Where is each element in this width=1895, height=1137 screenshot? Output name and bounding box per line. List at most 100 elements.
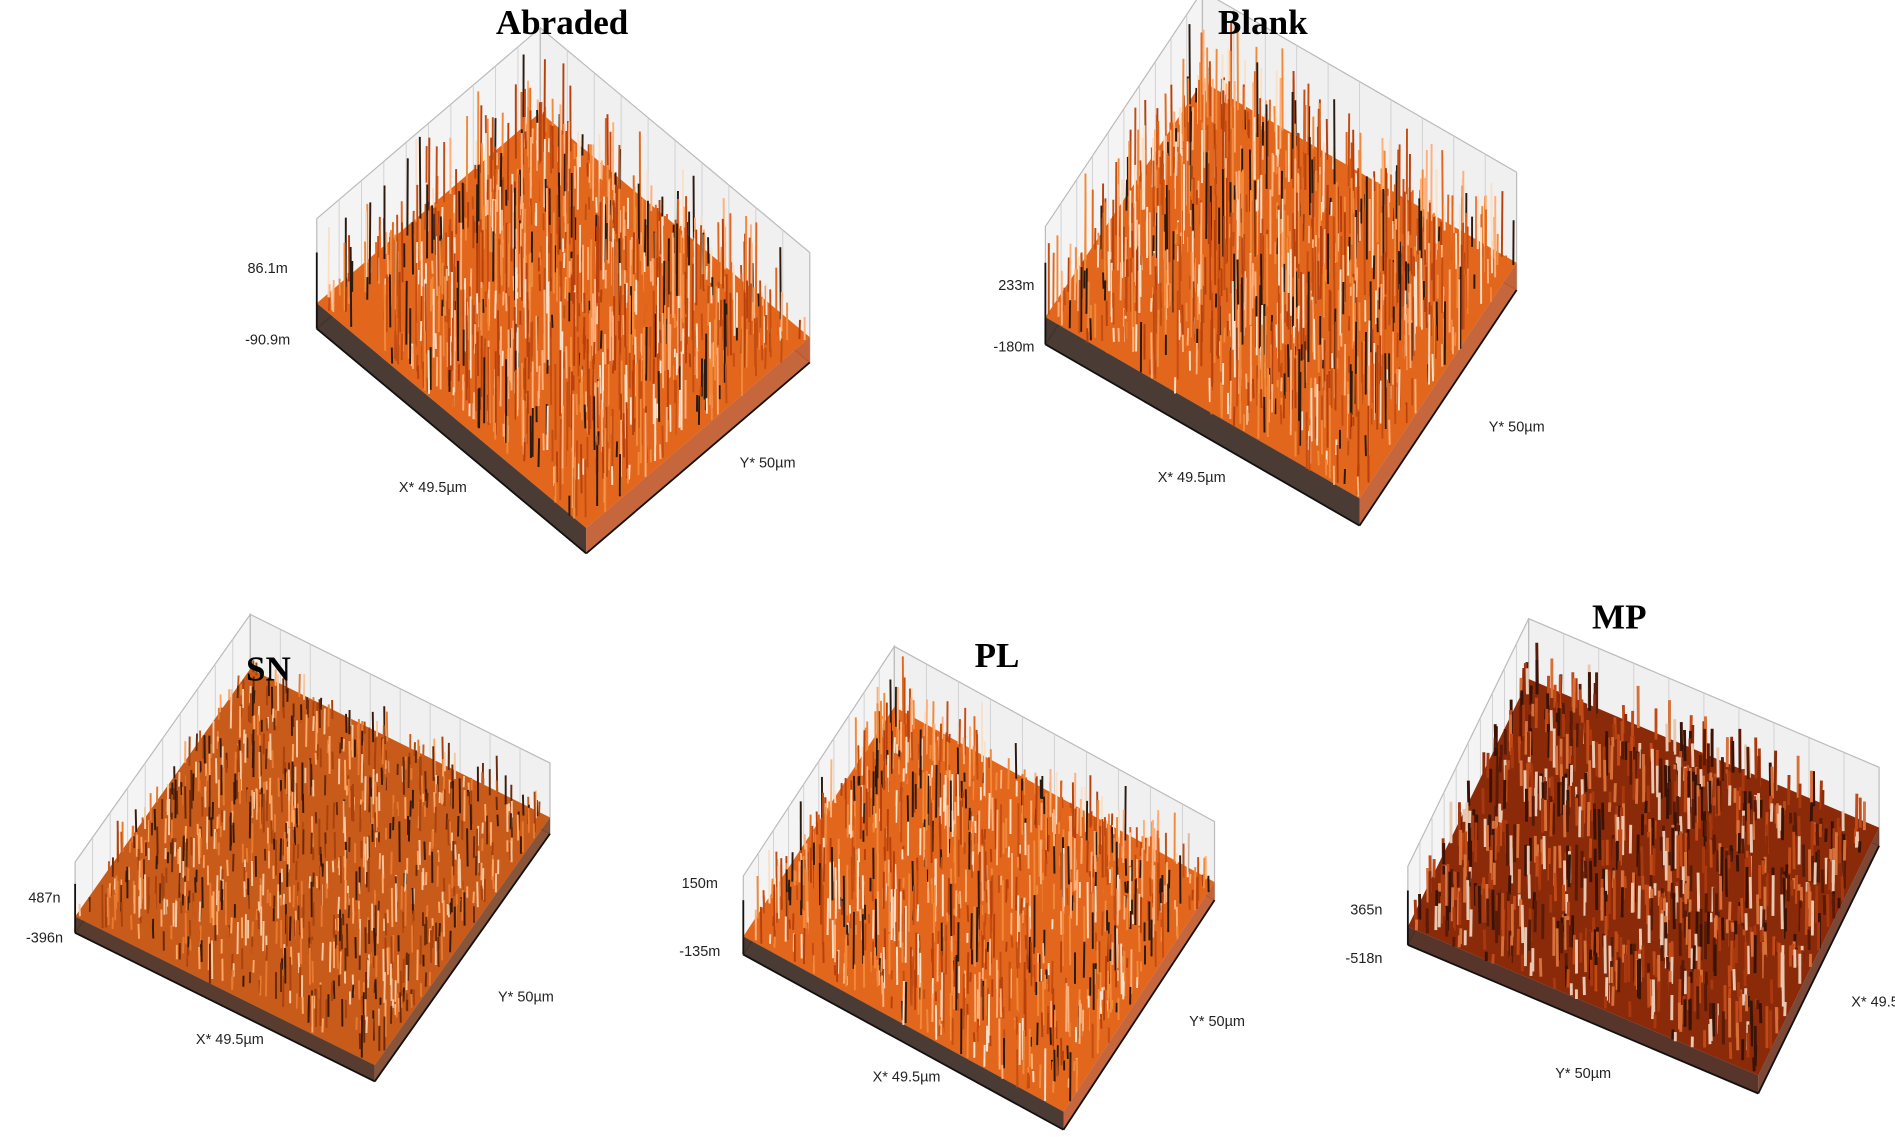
surface-spike [1252, 141, 1255, 180]
surface-spike [876, 703, 879, 759]
surface-spike [521, 202, 524, 229]
surface-spike [1364, 435, 1367, 457]
surface-spike [384, 912, 388, 936]
surface-spike [1015, 876, 1018, 911]
panel-title: Abraded [496, 3, 629, 42]
surface-spike [1400, 274, 1403, 319]
surface-spike [113, 894, 117, 921]
surface-spike [946, 912, 949, 922]
surface-spike [1793, 812, 1798, 836]
surface-spike [1441, 150, 1444, 225]
surface-spike [374, 737, 377, 758]
surface-spike [507, 243, 511, 288]
surface-spike [319, 866, 323, 907]
surface-base [75, 668, 550, 1066]
surface-spike [431, 188, 435, 208]
surface-spike [911, 861, 915, 892]
surface-spike [661, 425, 664, 458]
surface-spike [1580, 699, 1584, 724]
surface-spike [1220, 104, 1223, 130]
surface-spike [560, 331, 564, 414]
surface-spike [757, 293, 761, 307]
surface-spike [375, 781, 379, 797]
surface-spike [545, 188, 549, 243]
surface-spike [318, 929, 322, 942]
surface-spike [1193, 867, 1197, 911]
surface-spike [595, 197, 598, 213]
surface-spike [358, 882, 361, 894]
surface-spike [337, 896, 340, 915]
surface-spike [1431, 353, 1435, 382]
surface-spike [657, 370, 661, 422]
surface-spike [1151, 819, 1155, 880]
surface-spike [570, 371, 574, 447]
surface-spike [931, 701, 935, 762]
surface-spike [1010, 936, 1014, 948]
surface-spike [915, 744, 919, 785]
surface-spike [1348, 315, 1351, 331]
surface-spike [1063, 934, 1066, 990]
surface-spike [147, 877, 150, 914]
surface-spike [1037, 825, 1041, 877]
surface-spike [499, 326, 502, 407]
z-max-label: 487n [28, 891, 60, 907]
surface-spike [966, 952, 970, 994]
surface-spike [1510, 755, 1514, 769]
surface-spike [699, 225, 703, 290]
surface-spike [232, 853, 235, 872]
surface-spike [850, 857, 854, 900]
panel-title: PL [975, 636, 1020, 675]
axis-line [1062, 899, 1216, 1131]
surface-spike [586, 162, 589, 177]
surface-spike [1220, 385, 1224, 419]
surface-spike [719, 246, 723, 285]
surface-spike [679, 226, 682, 249]
surface-spike [383, 972, 386, 1003]
surface-spike [1295, 271, 1298, 308]
surface-spike [1819, 780, 1823, 810]
surface-spike [329, 941, 332, 973]
surface-spike [1614, 814, 1618, 842]
surface-spike [634, 336, 637, 397]
surface-spike [748, 237, 751, 323]
surface-spike [1024, 935, 1028, 950]
surface-spike [1087, 281, 1090, 333]
surface-spike [611, 360, 615, 374]
surface-spike [929, 884, 932, 931]
surface-spike [376, 910, 380, 944]
surface-spike [348, 741, 351, 770]
surface-spike [164, 818, 167, 844]
surface-spike [983, 829, 987, 840]
surface-spike [1575, 723, 1579, 748]
surface-spike [833, 965, 837, 976]
surface-spike [1621, 704, 1626, 734]
surface-spike [643, 219, 647, 257]
surface-spike [407, 953, 410, 981]
front-face [743, 936, 1064, 1130]
surface-spike [411, 345, 414, 369]
surface-spike [1073, 268, 1077, 301]
surface-spike [628, 464, 631, 480]
surface-spike [985, 889, 988, 903]
x-axis-label: X* 49.5µm [196, 1032, 264, 1048]
surface-spike [251, 921, 254, 939]
surface-spike [648, 326, 652, 381]
surface-spike [1089, 318, 1092, 341]
surface-spike [292, 885, 296, 908]
surface-spike [583, 404, 587, 429]
surface-spike [521, 794, 525, 816]
surface-spike [1139, 841, 1143, 857]
surface-spike [225, 759, 228, 773]
front-face [374, 817, 550, 1082]
surface-spike [230, 811, 234, 826]
surface-spike [418, 136, 422, 220]
surface-spike [546, 405, 549, 451]
surface-spike [153, 809, 157, 831]
surface-spike [1055, 1057, 1059, 1077]
surface-spike [229, 689, 233, 729]
surface-spike [351, 783, 355, 822]
surface-spike [779, 327, 782, 341]
surface-spike [195, 733, 199, 752]
surface-spike [1606, 737, 1611, 773]
